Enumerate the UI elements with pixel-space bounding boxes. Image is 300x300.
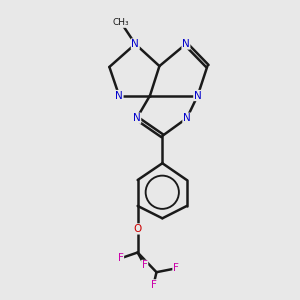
Text: F: F xyxy=(173,263,179,273)
Text: N: N xyxy=(131,39,139,49)
Text: O: O xyxy=(134,224,142,234)
Text: F: F xyxy=(118,254,124,263)
Text: CH₃: CH₃ xyxy=(113,18,130,27)
Text: N: N xyxy=(183,113,191,123)
Text: F: F xyxy=(142,260,148,270)
Text: F: F xyxy=(151,280,157,290)
Text: N: N xyxy=(194,91,202,100)
Text: N: N xyxy=(115,91,123,100)
Text: N: N xyxy=(133,113,141,123)
Text: N: N xyxy=(182,39,190,49)
